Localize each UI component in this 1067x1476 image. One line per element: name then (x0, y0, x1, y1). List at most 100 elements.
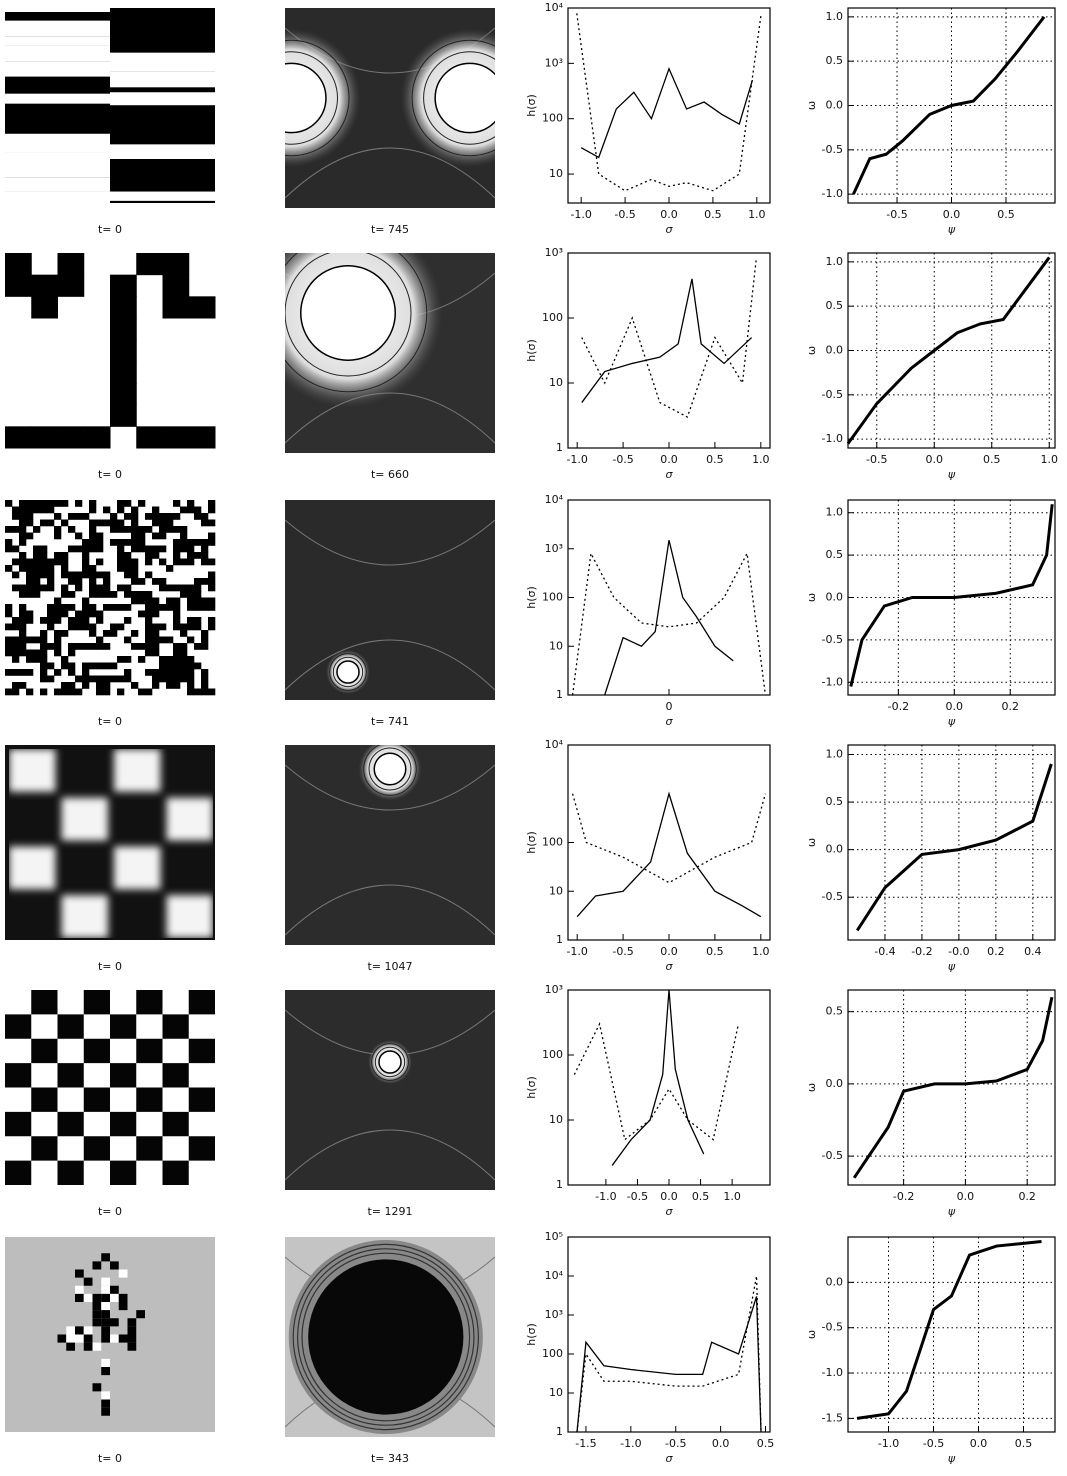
cell (31, 990, 58, 1015)
cell (9, 846, 56, 890)
cell (96, 617, 104, 624)
cell (110, 383, 137, 406)
cell (188, 296, 216, 319)
cell (159, 545, 167, 553)
cell (57, 1063, 84, 1088)
cell (180, 506, 188, 514)
cell (33, 636, 41, 644)
y-tick-label: 0.5 (826, 299, 844, 312)
y-tick-label: -0.5 (822, 143, 843, 156)
cell (12, 669, 20, 676)
plot-frame (847, 989, 1056, 1186)
cell (145, 604, 153, 611)
y-tick-label: 1.0 (826, 506, 844, 519)
cell (61, 591, 69, 598)
cell (145, 617, 153, 624)
contour (371, 1043, 409, 1081)
cell (180, 545, 188, 553)
data-line (856, 1240, 1042, 1420)
cell (61, 610, 69, 618)
x-tick-label: 1.0 (1041, 453, 1059, 466)
cell (117, 500, 125, 507)
cell (152, 636, 160, 644)
cell (124, 656, 132, 663)
cell (75, 532, 83, 540)
cell (82, 571, 90, 579)
cell (61, 519, 69, 527)
cell (12, 656, 20, 663)
caption: t= 1047 (367, 960, 412, 973)
cell (40, 506, 48, 514)
cell (110, 1318, 119, 1327)
y-axis-label: ω (805, 1083, 818, 1092)
cell (40, 571, 48, 579)
x-tick-label: 0.5 (1015, 1437, 1033, 1450)
cell (5, 1063, 32, 1088)
cell (19, 617, 27, 624)
cell (194, 578, 202, 585)
cell (187, 591, 195, 598)
cell (188, 426, 216, 449)
cell (103, 506, 111, 514)
cell (201, 636, 209, 644)
cell (57, 1334, 67, 1343)
cell (19, 669, 27, 676)
x-tick-label: 0.0 (943, 208, 961, 221)
cell (124, 526, 132, 533)
cell (54, 630, 62, 637)
x-tick-label: -0.5 (627, 1190, 648, 1203)
contour (368, 747, 412, 791)
cell (5, 669, 13, 676)
cell (89, 532, 97, 540)
cell (152, 643, 160, 650)
cell (159, 532, 167, 540)
cell (145, 669, 153, 676)
cell (159, 675, 167, 683)
cell (83, 1136, 110, 1161)
cell (54, 500, 62, 507)
cell (19, 519, 27, 527)
cell (110, 675, 118, 683)
cell (173, 552, 181, 559)
y-tick-label: 0.0 (826, 99, 844, 112)
x-tick-label: -0.4 (874, 945, 895, 958)
separatrix (285, 764, 495, 936)
background (285, 500, 495, 700)
cell (117, 506, 125, 514)
y-axis-label: h(σ) (525, 1323, 538, 1346)
cell (12, 688, 20, 696)
cell (162, 1063, 189, 1088)
cell (19, 643, 27, 650)
cell (68, 591, 76, 598)
x-tick-label: -0.5 (665, 1437, 686, 1450)
cell (68, 578, 76, 585)
cell (82, 682, 90, 689)
cell (124, 591, 132, 598)
cell (162, 1160, 189, 1185)
cell (47, 610, 55, 618)
cell (40, 643, 48, 650)
cell (40, 552, 48, 559)
cell (66, 1334, 75, 1343)
y-tick-label: 100 (542, 311, 563, 324)
x-tick-label: 1.0 (752, 453, 770, 466)
cell (166, 682, 174, 689)
x-axis-label: ψ (948, 960, 956, 973)
cell (66, 1326, 75, 1335)
cell (19, 539, 27, 546)
x-tick-label: 0.2 (1018, 1190, 1036, 1203)
vorticity-image (285, 253, 495, 453)
cell (54, 513, 62, 520)
cell (145, 643, 153, 650)
data-line (576, 791, 762, 918)
cell (92, 1310, 102, 1319)
x-tick-label: 1.0 (748, 208, 766, 221)
cell (138, 545, 146, 553)
cell (187, 662, 195, 670)
cell (159, 623, 167, 631)
cell (208, 571, 216, 579)
y-axis-label: h(σ) (525, 831, 538, 854)
cell (208, 539, 216, 546)
data-line (576, 1275, 762, 1433)
cell (82, 617, 90, 624)
